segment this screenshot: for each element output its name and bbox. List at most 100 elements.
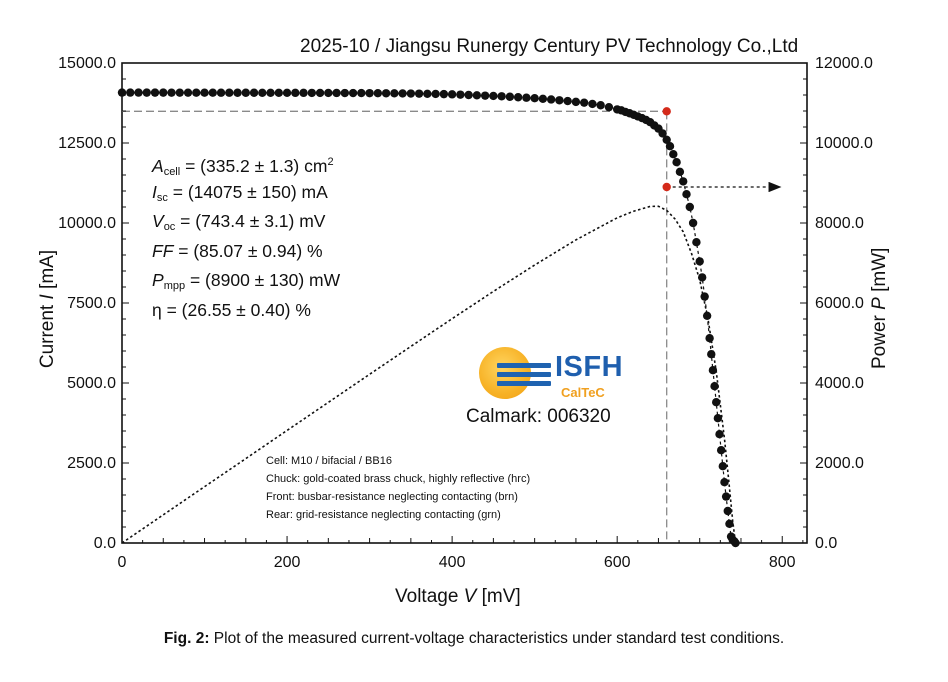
current-data-point <box>357 88 366 98</box>
param-pmpp: Pmpp = (8900 ± 130) mW <box>152 270 341 292</box>
current-data-point <box>332 88 341 98</box>
y-right-tick-label: 6000.0 <box>815 295 864 312</box>
current-data-point <box>710 382 719 391</box>
current-data-point <box>472 91 482 100</box>
param-area: Acell = (335.2 ± 1.3) cm2 <box>152 156 334 178</box>
param-ff: FF = (85.07 ± 0.94) % <box>152 240 323 261</box>
current-data-point <box>464 90 473 100</box>
current-data-point <box>672 158 681 167</box>
axis-ticks: 0 200 400 600 8000.02500.05000.07500.010000.… <box>58 55 873 571</box>
current-data-point <box>604 102 614 112</box>
param-voc: Voc = (743.4 ± 3.1) mV <box>152 211 326 233</box>
current-data-point <box>715 430 724 439</box>
y-right-tick-label: 10000.0 <box>815 135 873 152</box>
current-data-point <box>497 92 506 101</box>
figure-caption: Fig. 2: Plot of the measured current-vol… <box>163 630 785 647</box>
current-data-point <box>571 97 581 107</box>
logo-stripe <box>497 381 551 386</box>
current-data-point <box>682 190 691 199</box>
current-data-point <box>299 88 308 98</box>
parameter-block: Acell = (335.2 ± 1.3) cm2 Isc = (14075 ±… <box>152 148 340 325</box>
y-left-tick-label: 7500.0 <box>67 295 116 312</box>
current-data-point <box>439 89 449 99</box>
current-data-point <box>183 88 193 97</box>
current-data-point <box>713 414 723 423</box>
current-data-point <box>716 446 726 455</box>
current-data-point <box>414 89 424 98</box>
current-data-point <box>675 167 685 176</box>
current-data-point <box>522 93 531 102</box>
header-title: 2025-10 / Jiangsu Runergy Century PV Tec… <box>300 36 799 57</box>
current-points <box>117 88 740 548</box>
y-left-tick-label: 5000.0 <box>67 375 116 392</box>
calmark-label: Calmark: 006320 <box>466 406 611 427</box>
current-data-point <box>315 88 325 98</box>
y-left-tick-label: 15000.0 <box>58 55 116 72</box>
current-data-point <box>241 88 250 97</box>
current-data-point <box>117 88 127 97</box>
current-data-point <box>721 492 731 501</box>
current-data-point <box>390 89 399 98</box>
current-data-point <box>579 98 589 107</box>
current-data-point <box>720 478 729 487</box>
current-data-point <box>200 88 209 97</box>
current-data-point <box>159 88 168 97</box>
current-data-point <box>324 88 333 98</box>
current-data-point <box>596 101 605 110</box>
current-data-point <box>695 257 704 266</box>
current-data-point <box>679 177 688 186</box>
measurement-notes: Cell: M10 / bifacial / BB16 Chuck: gold-… <box>266 452 530 524</box>
y-left-tick-label: 2500.0 <box>67 455 116 472</box>
mpp-current-marker <box>662 107 671 116</box>
current-data-point <box>233 88 242 97</box>
current-data-point <box>249 88 259 97</box>
current-data-point <box>480 91 490 100</box>
current-data-point <box>373 89 383 98</box>
y-right-tick-label: 12000.0 <box>815 55 873 72</box>
current-data-point <box>340 88 350 98</box>
current-data-point <box>282 88 292 98</box>
power-curve <box>121 205 737 544</box>
current-data-point <box>685 202 695 212</box>
current-data-point <box>225 88 234 97</box>
current-data-point <box>658 129 667 138</box>
current-data-point <box>708 366 718 375</box>
current-data-point <box>538 94 548 104</box>
logo-caltec-text: CalTeC <box>561 385 605 400</box>
current-data-point <box>489 91 498 101</box>
current-data-point <box>126 88 135 97</box>
current-data-point <box>588 99 597 109</box>
current-data-point <box>697 273 707 282</box>
current-data-point <box>563 96 572 106</box>
current-data-point <box>530 94 539 103</box>
power-curve-line <box>121 205 737 544</box>
y-right-tick-label: 8000.0 <box>815 215 864 232</box>
current-data-point <box>702 311 712 320</box>
current-data-point <box>266 88 275 97</box>
current-data-point <box>700 292 709 301</box>
current-data-point <box>274 88 284 98</box>
note-line: Front: busbar-resistance neglecting cont… <box>266 491 518 503</box>
current-data-point <box>398 89 407 98</box>
y-left-tick-label: 10000.0 <box>58 215 116 232</box>
current-data-point <box>665 142 675 151</box>
current-data-point <box>150 88 160 97</box>
note-line: Cell: M10 / bifacial / BB16 <box>266 455 392 467</box>
current-data-point <box>712 398 721 407</box>
annotations <box>662 107 782 193</box>
y-left-tick-label: 0.0 <box>94 535 116 552</box>
current-data-point <box>718 462 728 471</box>
current-data-point <box>662 135 671 144</box>
current-data-point <box>725 519 734 528</box>
y-left-axis-label: Current I [mA] <box>37 249 58 369</box>
current-data-point <box>307 88 317 98</box>
current-data-point <box>546 95 556 104</box>
current-data-point <box>208 88 217 97</box>
current-data-point <box>707 350 716 359</box>
current-data-point <box>731 538 740 548</box>
x-tick-label: 200 <box>274 554 301 571</box>
x-tick-label: 800 <box>769 554 796 571</box>
note-line: Chuck: gold-coated brass chuck, highly r… <box>266 473 531 485</box>
logo-stripe <box>497 363 551 368</box>
